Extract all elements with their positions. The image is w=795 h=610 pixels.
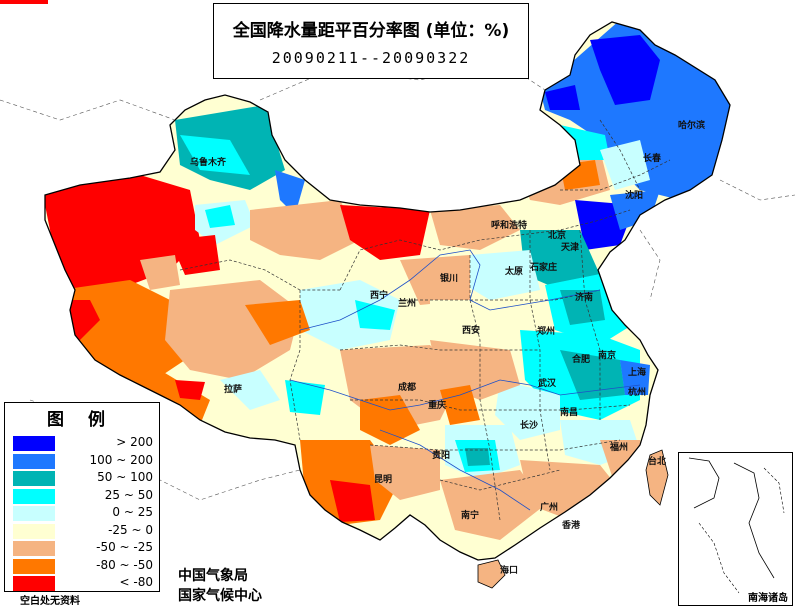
city-label: 南京 <box>598 351 617 361</box>
legend-swatch <box>13 523 55 539</box>
legend-row: 0 ~ 25 <box>13 505 157 521</box>
map-period: 20090211--20090322 <box>271 49 471 67</box>
corner-mark <box>0 0 48 4</box>
inset-map <box>688 457 785 594</box>
legend-row: -25 ~ 0 <box>13 523 157 539</box>
nodata-note: 空白处无资料 <box>20 596 80 607</box>
city-label: 银川 <box>440 274 459 284</box>
legend-label: -50 ~ -25 <box>96 540 153 554</box>
city-label: 广州 <box>540 503 559 513</box>
city-label: 武汉 <box>538 379 557 389</box>
inset-label: 南海诸岛 <box>746 589 790 604</box>
legend: 图例 > 200 100 ~ 200 50 ~ 100 25 ~ 50 0 ~ 25 -2… <box>4 402 160 592</box>
legend-title: 图例 <box>47 410 129 430</box>
city-label: 石家庄 <box>530 263 558 273</box>
city-label: 南宁 <box>461 511 480 521</box>
city-label: 昆明 <box>374 475 393 485</box>
hainan-island <box>477 559 506 589</box>
rivers <box>289 249 641 511</box>
city-label: 济南 <box>575 293 594 303</box>
city-label: 太原 <box>505 267 524 277</box>
legend-label: 100 ~ 200 <box>89 452 154 467</box>
legend-swatch <box>13 506 55 521</box>
city-label: 南昌 <box>560 408 579 418</box>
legend-label: 0 ~ 25 <box>112 505 153 519</box>
city-label: 哈尔滨 <box>678 121 706 131</box>
city-label: 郑州 <box>537 327 556 337</box>
city-label: 福州 <box>610 443 629 453</box>
legend-row: 25 ~ 50 <box>13 488 157 504</box>
city-label: 天津 <box>561 243 580 253</box>
city-label: 呼和浩特 <box>491 221 528 231</box>
legend-swatch <box>13 558 55 574</box>
legend-label: > 200 <box>116 435 153 449</box>
city-label: 贵阳 <box>432 451 451 461</box>
city-label: 西宁 <box>370 291 389 301</box>
city-label: 杭州 <box>628 388 647 398</box>
city-label: 香港 <box>562 521 581 531</box>
legend-row: < -80 <box>13 575 157 591</box>
legend-swatch <box>13 436 55 451</box>
legend-row: 50 ~ 100 <box>13 470 157 486</box>
legend-swatch <box>13 453 55 469</box>
legend-label: -25 ~ 0 <box>108 522 153 537</box>
legend-label: 50 ~ 100 <box>97 470 153 484</box>
legend-swatch <box>13 471 55 486</box>
south-china-sea-inset: 南海诸岛 <box>678 452 793 606</box>
credit-ncc: 国家气候中心 <box>178 588 262 604</box>
city-label: 长沙 <box>520 421 539 431</box>
map-title-box: 全国降水量距平百分率图 (单位：%) 20090211--20090322 <box>213 3 529 79</box>
legend-swatch <box>13 576 55 591</box>
city-label: 拉萨 <box>224 385 243 395</box>
city-label: 长春 <box>643 154 662 164</box>
city-label: 海口 <box>500 566 519 576</box>
legend-row: -50 ~ -25 <box>13 540 157 556</box>
city-label: 北京 <box>548 231 567 241</box>
city-label: 兰州 <box>398 299 417 309</box>
city-label: 台北 <box>648 457 667 467</box>
province-boundaries <box>179 119 671 521</box>
legend-swatch <box>13 488 55 504</box>
legend-label: 25 ~ 50 <box>104 487 153 502</box>
china-border <box>44 21 731 561</box>
legend-swatch <box>13 541 55 556</box>
map-title: 全国降水量距平百分率图 (单位：%) <box>232 21 510 41</box>
city-label: 上海 <box>628 368 647 378</box>
city-label: 重庆 <box>428 401 447 411</box>
legend-label: -80 ~ -50 <box>96 557 153 572</box>
legend-label: < -80 <box>119 575 153 589</box>
city-label: 沈阳 <box>625 191 644 201</box>
legend-row: > 200 <box>13 435 157 451</box>
credit-cma: 中国气象局 <box>178 568 248 584</box>
legend-row: -80 ~ -50 <box>13 558 157 574</box>
legend-row: 100 ~ 200 <box>13 453 157 469</box>
city-label: 乌鲁木齐 <box>190 158 227 168</box>
city-label: 西安 <box>462 326 481 336</box>
city-label: 合肥 <box>572 355 591 365</box>
taiwan-island <box>645 449 669 506</box>
city-label: 成都 <box>398 383 417 393</box>
